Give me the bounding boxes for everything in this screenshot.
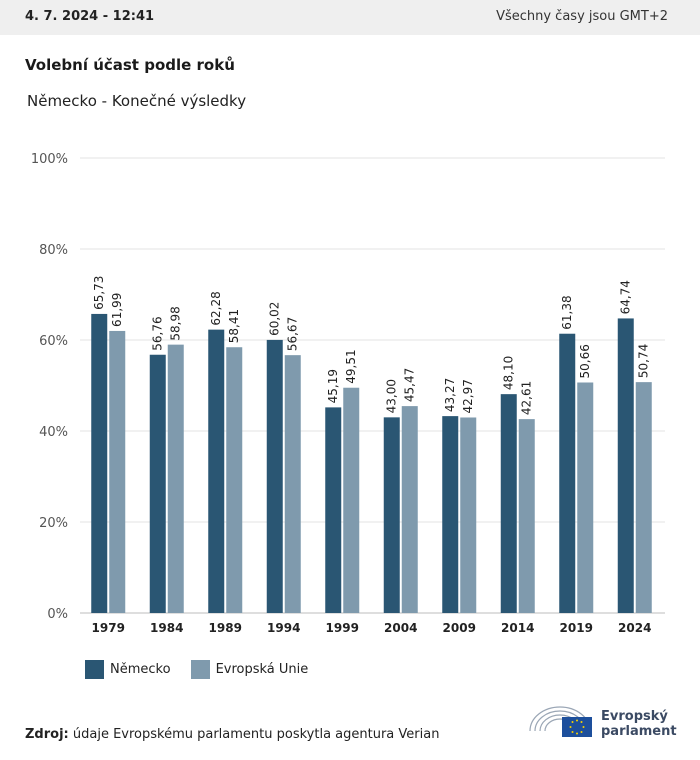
bar-eu [167,344,184,613]
data-label: 43,00 [385,379,399,413]
chart-title: Volební účast podle roků [25,56,235,74]
parliament-hemicycle-icon [529,706,592,737]
datetime-label: 4. 7. 2024 - 12:41 [25,9,155,24]
bar-eu [343,387,360,613]
bar-germany [91,313,108,613]
x-tick-label: 1984 [150,621,183,635]
x-tick-label: 1999 [326,621,359,635]
bar-eu [635,382,652,613]
y-tick-label: 20% [39,516,68,531]
source-label: Zdroj: [25,727,69,742]
bar-germany [383,417,400,613]
x-tick-label: 2009 [443,621,476,635]
data-label: 45,19 [326,369,340,403]
x-tick-label: 1979 [92,621,125,635]
top-bar: 4. 7. 2024 - 12:41 Všechny časy jsou GMT… [0,0,700,35]
data-label: 45,47 [403,368,417,402]
chart-subtitle: Německo - Konečné výsledky [27,92,247,110]
data-label: 62,28 [209,291,223,325]
data-label: 50,66 [578,344,592,378]
bar-eu [284,355,301,613]
x-tick-label: 2024 [618,621,651,635]
y-tick-label: 80% [39,243,68,258]
bar-germany [442,416,459,613]
logo-line2: parlament [601,724,677,739]
x-tick-label: 1994 [267,621,300,635]
y-tick-label: 0% [47,607,68,622]
legend-item-eu[interactable]: Evropská Unie [190,660,309,679]
source-text: údaje Evropskému parlamentu poskytla age… [72,727,440,742]
y-tick-label: 100% [31,152,68,167]
bar-eu [460,417,477,613]
source-note: Zdroj: údaje Evropskému parlamentu posky… [25,727,439,742]
bar-eu [226,347,243,613]
bar-eu [109,330,126,613]
chart-legend: Německo Evropská Unie [85,660,308,679]
ep-logo: Evropský parlament [528,701,678,741]
data-label: 58,41 [227,309,241,343]
bar-germany [325,407,342,613]
x-tick-label: 2019 [560,621,593,635]
bar-germany [149,354,166,613]
y-tick-label: 60% [39,334,68,349]
bar-germany [500,394,517,613]
bar-germany [266,339,283,613]
data-label: 50,74 [637,344,651,378]
legend-swatch-germany [85,660,104,679]
legend-label-eu: Evropská Unie [215,662,309,677]
legend-item-germany[interactable]: Německo [85,660,171,679]
x-tick-label: 2004 [384,621,417,635]
logo-line1: Evropský [601,709,668,724]
data-label: 42,61 [520,381,534,415]
data-label: 61,99 [110,293,124,327]
data-label: 42,97 [461,379,475,413]
data-label: 58,98 [169,306,183,340]
x-tick-label: 2014 [501,621,534,635]
bar-germany [559,333,576,613]
logo-text: Evropský parlament [601,709,677,739]
data-label: 48,10 [502,356,516,390]
data-label: 56,76 [151,316,165,350]
bar-eu [577,382,594,613]
legend-swatch-eu [190,660,210,679]
x-tick-label: 1989 [209,621,242,635]
data-label: 56,67 [286,317,300,351]
bar-eu [518,419,535,613]
data-label: 65,73 [92,276,106,310]
timezone-note: Všechny časy jsou GMT+2 [496,9,668,24]
bar-eu [401,406,418,613]
data-label: 49,51 [344,349,358,383]
data-label: 64,74 [619,280,633,314]
data-label: 60,02 [268,302,282,336]
data-label: 61,38 [560,295,574,329]
legend-label-germany: Německo [110,662,171,677]
data-label: 43,27 [443,378,457,412]
bar-germany [208,329,225,613]
turnout-bar-chart: 0% 20% 40% 60% 80% 100% 65,73 61,99 1979 56,76 58,… [31,152,665,635]
y-tick-label: 40% [39,425,68,440]
bar-germany [617,318,634,613]
